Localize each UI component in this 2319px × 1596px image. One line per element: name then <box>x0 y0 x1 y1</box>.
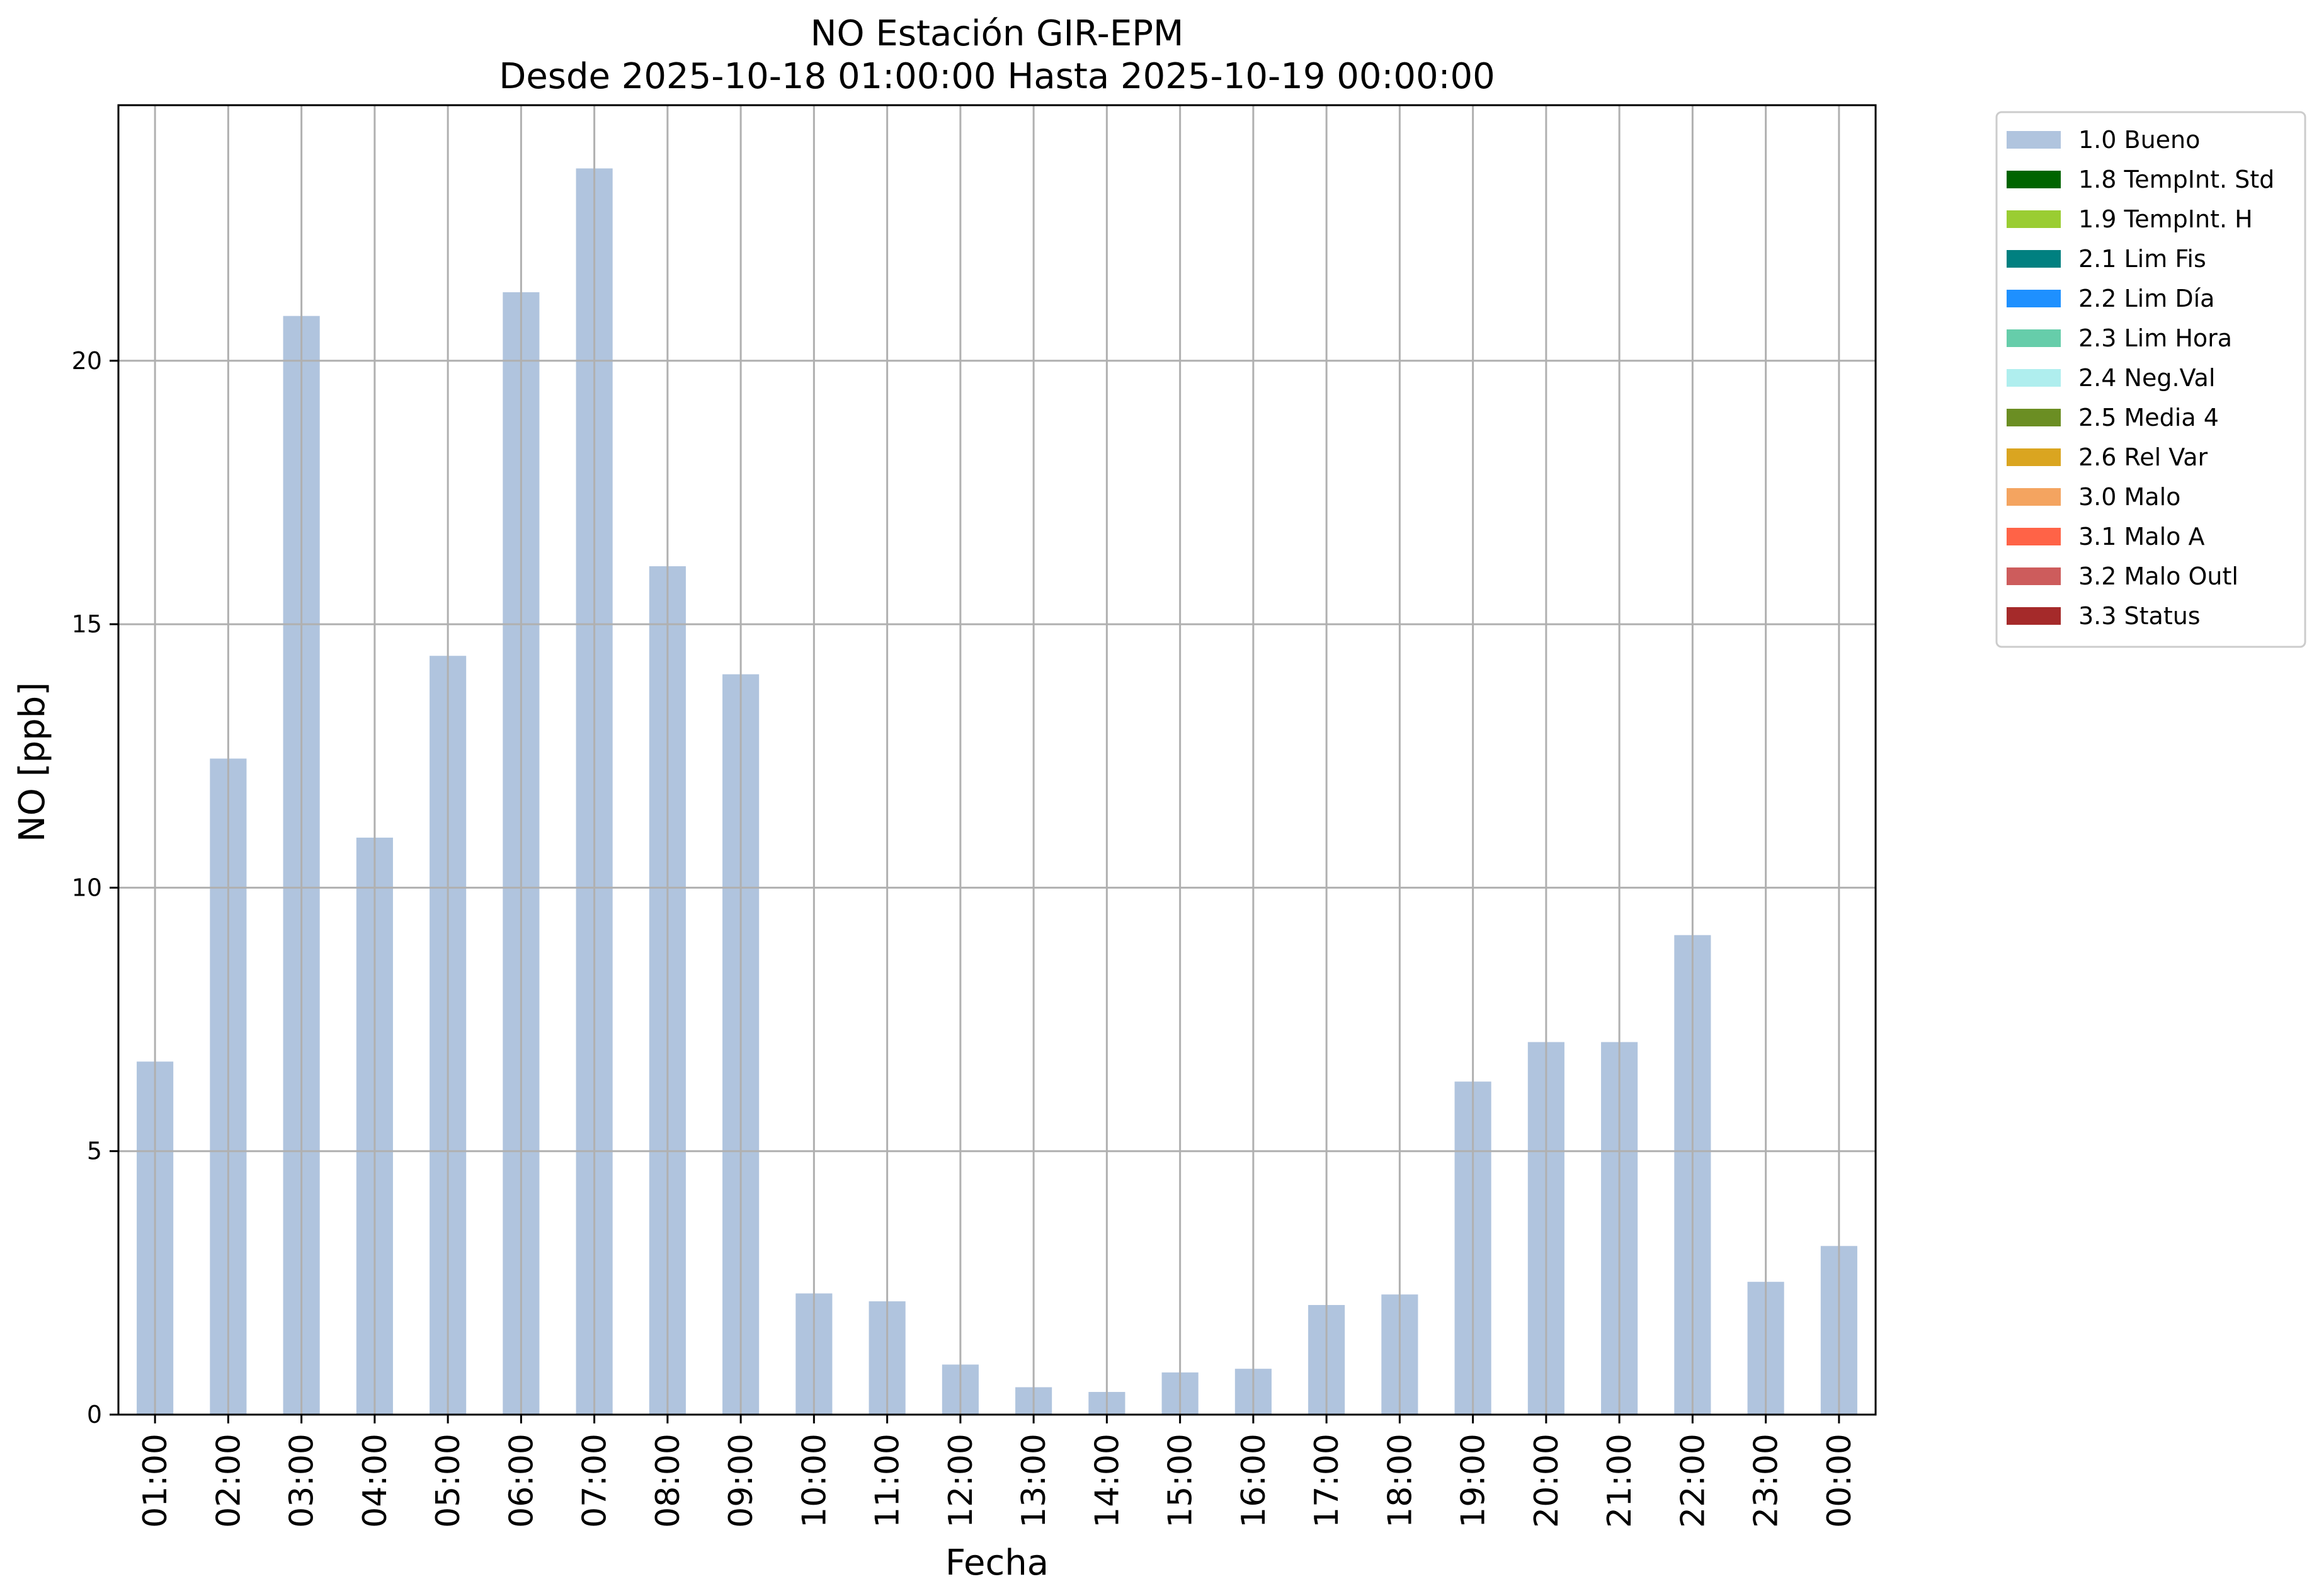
x-tick-label: 08:00 <box>649 1434 687 1528</box>
x-tick-label: 17:00 <box>1308 1434 1346 1528</box>
legend-label: 2.5 Media 4 <box>2078 404 2219 431</box>
x-tick-label: 22:00 <box>1674 1434 1712 1528</box>
x-tick-label: 13:00 <box>1015 1434 1053 1528</box>
legend-swatch <box>2007 528 2061 545</box>
legend-label: 1.9 TempInt. H <box>2078 205 2253 233</box>
legend-label: 2.2 Lim Día <box>2078 285 2214 312</box>
legend-label: 2.3 Lim Hora <box>2078 324 2232 352</box>
y-tick-label: 0 <box>87 1401 102 1428</box>
legend-label: 2.6 Rel Var <box>2078 443 2208 471</box>
legend-label: 1.8 TempInt. Std <box>2078 166 2274 193</box>
chart-title: NO Estación GIR-EPM <box>811 13 1184 54</box>
legend-swatch <box>2007 290 2061 307</box>
legend-swatch <box>2007 488 2061 506</box>
x-tick-label: 02:00 <box>210 1434 248 1528</box>
legend-label: 3.0 Malo <box>2078 483 2180 511</box>
legend-label: 1.0 Bueno <box>2078 126 2200 154</box>
legend-label: 3.2 Malo Outl <box>2078 562 2238 590</box>
legend-swatch <box>2007 607 2061 625</box>
legend-swatch <box>2007 567 2061 585</box>
legend-swatch <box>2007 369 2061 387</box>
legend-swatch <box>2007 171 2061 188</box>
x-tick-label: 01:00 <box>137 1434 174 1528</box>
axes-frame <box>117 104 1877 1416</box>
x-tick-label: 04:00 <box>356 1434 394 1528</box>
y-tick-label: 10 <box>72 874 102 901</box>
x-tick-label: 18:00 <box>1381 1434 1419 1528</box>
legend-label: 2.1 Lim Fis <box>2078 245 2206 273</box>
x-axis-label: Fecha <box>945 1542 1049 1583</box>
y-axis-label: NO [ppb] <box>12 682 53 842</box>
x-tick-label: 03:00 <box>283 1434 321 1528</box>
x-tick-label: 07:00 <box>576 1434 614 1528</box>
x-tick-label: 19:00 <box>1455 1434 1493 1528</box>
legend-swatch <box>2007 210 2061 228</box>
x-tick-label: 20:00 <box>1528 1434 1566 1528</box>
x-tick-label: 10:00 <box>795 1434 833 1528</box>
y-tick-label: 5 <box>87 1137 102 1165</box>
x-tick-label: 23:00 <box>1748 1434 1786 1528</box>
x-tick-label: 00:00 <box>1821 1434 1859 1528</box>
x-tick-label: 09:00 <box>722 1434 760 1528</box>
x-tick-label: 11:00 <box>869 1434 907 1528</box>
legend-label: 2.4 Neg.Val <box>2078 364 2215 392</box>
y-tick-label: 15 <box>72 610 102 638</box>
legend-frame <box>1995 111 2306 648</box>
legend-swatch <box>2007 409 2061 426</box>
legend-label: 3.3 Status <box>2078 602 2201 630</box>
legend-swatch <box>2007 131 2061 149</box>
x-tick-label: 12:00 <box>942 1434 980 1528</box>
x-tick-label: 15:00 <box>1162 1434 1200 1528</box>
legend-swatch <box>2007 250 2061 268</box>
legend-swatch <box>2007 329 2061 347</box>
x-tick-label: 14:00 <box>1088 1434 1126 1528</box>
x-tick-label: 16:00 <box>1235 1434 1273 1528</box>
y-tick-label: 20 <box>72 347 102 375</box>
plot-area: 0 5 10 15 20 01:00 02:00 03:00 04:00 05:00 06:00 07… <box>72 104 1877 1528</box>
x-tick-label: 06:00 <box>503 1434 540 1528</box>
legend-swatch <box>2007 448 2061 466</box>
chart-subtitle: Desde 2025-10-18 01:00:00 Hasta 2025-10-… <box>499 56 1495 97</box>
x-tick-label: 21:00 <box>1601 1434 1639 1528</box>
legend-label: 3.1 Malo A <box>2078 523 2204 550</box>
legend: 1.0 Bueno 1.8 TempInt. Std 1.9 TempInt. H 2… <box>1995 111 2306 648</box>
x-tick-label: 05:00 <box>430 1434 467 1528</box>
